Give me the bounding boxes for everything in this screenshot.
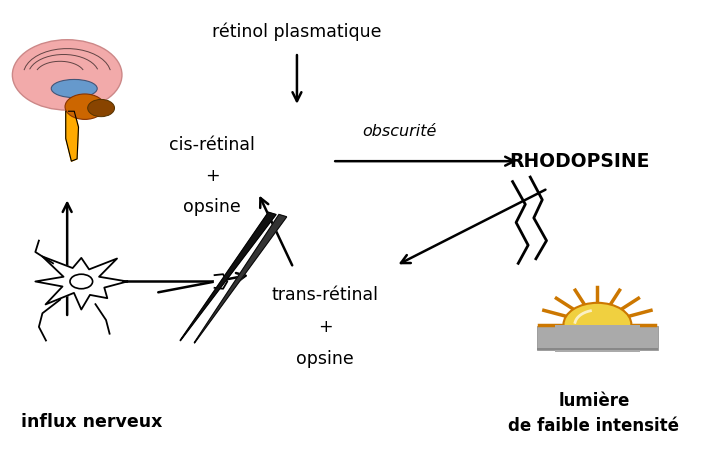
Text: cis-rétinal: cis-rétinal — [169, 136, 255, 154]
Circle shape — [70, 274, 93, 289]
Text: rétinol plasmatique: rétinol plasmatique — [212, 23, 382, 41]
Text: +: + — [318, 318, 332, 336]
Text: RHODOPSINE: RHODOPSINE — [510, 152, 650, 171]
Ellipse shape — [88, 99, 115, 117]
Text: opsine: opsine — [183, 198, 241, 216]
Text: lumière
de faible intensité: lumière de faible intensité — [508, 392, 679, 434]
Polygon shape — [194, 214, 286, 343]
Circle shape — [563, 303, 631, 346]
Text: obscurité: obscurité — [362, 124, 437, 139]
Ellipse shape — [51, 79, 97, 98]
Bar — [537, 326, 658, 350]
Polygon shape — [66, 111, 78, 161]
Bar — [555, 325, 640, 352]
Ellipse shape — [13, 39, 122, 110]
Polygon shape — [215, 274, 227, 289]
Polygon shape — [35, 257, 127, 310]
Text: trans-rétinal: trans-rétinal — [271, 286, 379, 304]
Text: influx nerveux: influx nerveux — [21, 413, 163, 431]
Text: +: + — [205, 167, 219, 185]
Bar — [537, 348, 658, 350]
Polygon shape — [180, 212, 276, 340]
Circle shape — [65, 94, 105, 119]
Text: opsine: opsine — [296, 350, 354, 368]
